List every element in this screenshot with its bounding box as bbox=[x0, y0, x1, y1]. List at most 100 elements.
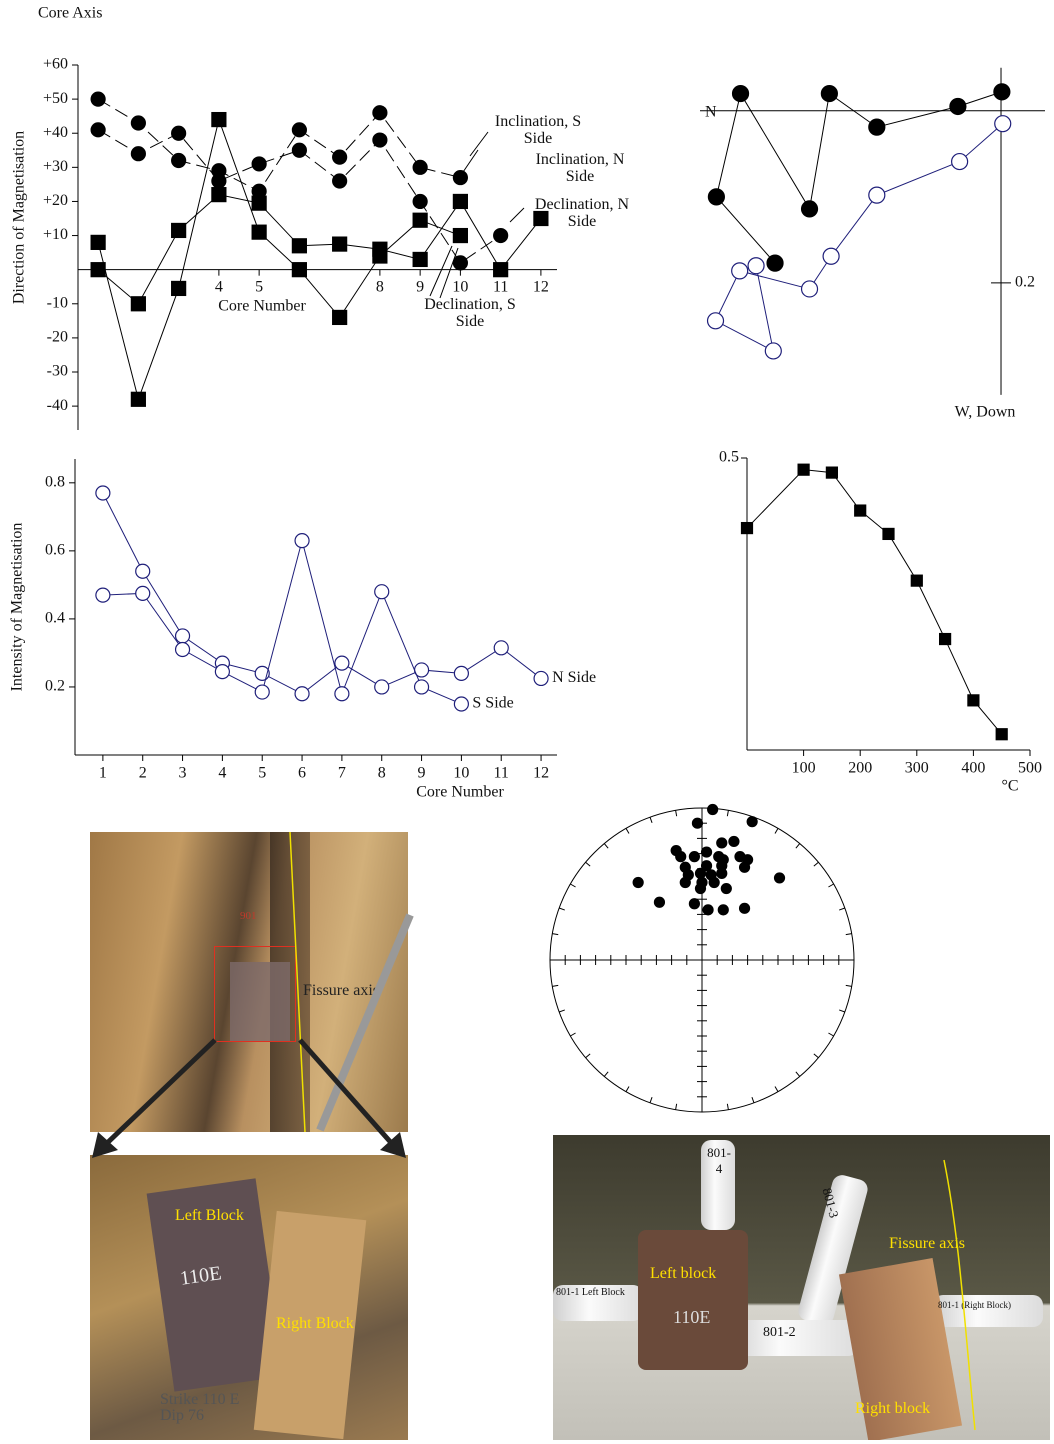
marker bbox=[731, 84, 750, 103]
y-tick-label: +60 bbox=[43, 56, 68, 73]
marker bbox=[822, 247, 840, 265]
x-tick-label: 3 bbox=[179, 765, 187, 782]
marker bbox=[797, 463, 810, 476]
marker bbox=[254, 684, 270, 700]
marker bbox=[453, 696, 469, 712]
marker bbox=[374, 584, 390, 600]
y-tick-label: -40 bbox=[47, 397, 68, 414]
net-tick bbox=[603, 1071, 609, 1077]
marker bbox=[679, 876, 691, 889]
photo-label: 801-1 Left Block bbox=[556, 1287, 625, 1298]
y-tick-label: 0.4 bbox=[45, 610, 65, 627]
arrow-head bbox=[92, 1132, 118, 1158]
marker bbox=[716, 837, 728, 849]
photo-label: 801-2 bbox=[763, 1325, 796, 1340]
x-tick-label: 12 bbox=[533, 278, 549, 295]
marker bbox=[174, 641, 191, 658]
marker bbox=[994, 115, 1012, 133]
marker bbox=[171, 152, 187, 169]
x-tick-label: 8 bbox=[378, 765, 386, 782]
marker bbox=[412, 159, 428, 175]
y-tick-label: +30 bbox=[43, 158, 68, 175]
marker bbox=[294, 686, 310, 702]
photo-label: 110E bbox=[673, 1307, 711, 1327]
net-tick bbox=[828, 883, 834, 888]
marker bbox=[90, 91, 106, 107]
fissure-line bbox=[289, 831, 306, 1133]
marker bbox=[95, 587, 111, 603]
marker bbox=[773, 872, 786, 884]
core-tube bbox=[553, 1285, 643, 1321]
x-tick-label: 5 bbox=[258, 765, 266, 782]
marker bbox=[533, 210, 549, 227]
marker bbox=[766, 254, 784, 272]
x-axis-label: °C bbox=[1001, 778, 1018, 795]
y-tick-label: +10 bbox=[43, 226, 68, 243]
x-tick-label: 2 bbox=[139, 765, 147, 782]
marker bbox=[882, 527, 895, 541]
series-line bbox=[715, 91, 1003, 264]
marker bbox=[291, 142, 307, 158]
x-tick-label: 10 bbox=[453, 765, 469, 782]
y-tick-label: -10 bbox=[47, 294, 68, 311]
marker bbox=[764, 342, 782, 360]
x-tick-label: 4 bbox=[215, 278, 223, 295]
x-axis-label: Core Number bbox=[218, 297, 306, 314]
core-tube bbox=[933, 1295, 1043, 1327]
outcrop-photo: 901 Fissure axis bbox=[90, 832, 408, 1132]
marker bbox=[372, 241, 388, 257]
marker bbox=[653, 896, 666, 908]
x-tick-label: 6 bbox=[298, 765, 306, 782]
net-tick bbox=[570, 883, 576, 888]
series-line bbox=[97, 117, 461, 401]
marker bbox=[731, 262, 749, 280]
pointer bbox=[458, 131, 489, 179]
net-tick bbox=[649, 816, 653, 823]
marker bbox=[707, 188, 725, 206]
highlight-box bbox=[214, 946, 296, 1042]
marker bbox=[332, 149, 348, 165]
y-tick-label: +40 bbox=[43, 124, 68, 141]
net-tick bbox=[675, 810, 678, 817]
marker bbox=[825, 466, 839, 479]
marker bbox=[211, 173, 227, 189]
y-axis-label: Intensity of Magnetisation bbox=[9, 523, 26, 692]
x-tick-label: 500 bbox=[1018, 760, 1042, 777]
marker bbox=[632, 876, 644, 889]
marker bbox=[294, 533, 310, 549]
marker bbox=[171, 125, 187, 141]
series-label: N Side bbox=[552, 669, 596, 686]
pole bbox=[316, 913, 414, 1132]
marker bbox=[706, 312, 725, 330]
net-tick bbox=[751, 1097, 755, 1104]
net-tick bbox=[839, 1009, 846, 1013]
marker bbox=[334, 686, 350, 702]
marker bbox=[533, 670, 549, 687]
net-tick bbox=[570, 1032, 576, 1037]
y-tick-label: +50 bbox=[43, 90, 68, 107]
net-tick bbox=[585, 1053, 591, 1059]
marker bbox=[452, 227, 468, 244]
net-tick bbox=[558, 1009, 565, 1013]
marker bbox=[332, 236, 348, 252]
marker bbox=[251, 156, 267, 172]
series-line bbox=[97, 194, 542, 305]
pointer bbox=[509, 207, 525, 223]
marker bbox=[728, 835, 740, 848]
marker bbox=[372, 105, 388, 121]
marker bbox=[211, 187, 227, 203]
net-tick bbox=[552, 984, 559, 987]
net-tick bbox=[813, 1053, 819, 1059]
marker bbox=[130, 296, 146, 312]
marker bbox=[412, 193, 428, 210]
marker bbox=[291, 238, 307, 254]
y-tick-label: 0.6 bbox=[45, 542, 65, 559]
marker bbox=[868, 186, 886, 204]
y-tick-label: 0.2 bbox=[1015, 274, 1035, 291]
net-tick bbox=[675, 1103, 678, 1110]
series-label: S Side bbox=[472, 695, 513, 712]
axis-label: W, Down bbox=[955, 404, 1016, 421]
fissure-line bbox=[943, 1159, 976, 1431]
